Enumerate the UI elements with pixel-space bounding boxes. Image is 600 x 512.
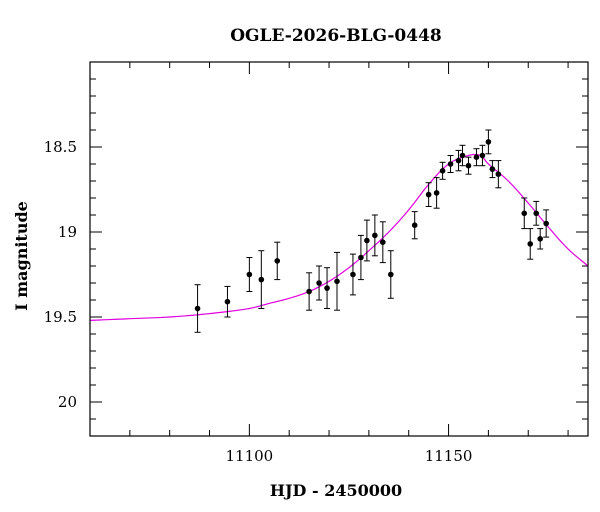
y-tick-label: 20 (58, 393, 77, 411)
data-point (465, 162, 472, 169)
data-point (316, 280, 322, 286)
x-axis-label: HJD - 2450000 (270, 481, 402, 500)
data-point (324, 285, 330, 291)
data-point (447, 161, 454, 167)
data-point (495, 171, 502, 177)
data-point (455, 157, 462, 164)
plot-frame (89, 61, 589, 437)
data-point (459, 152, 466, 159)
data-point (489, 166, 496, 172)
x-tick-label: 11150 (425, 447, 473, 465)
data-point (306, 288, 312, 295)
model-curve (90, 153, 588, 321)
data-point (364, 237, 370, 244)
data-point (274, 258, 281, 264)
y-tick-label: 19.5 (44, 308, 77, 326)
data-point (246, 271, 253, 278)
data-point (543, 220, 549, 227)
data-point (479, 152, 486, 159)
data-point (533, 210, 540, 217)
chart-title: OGLE-2026-BLG-0448 (230, 26, 442, 46)
y-axis-label: I magnitude (12, 201, 31, 311)
data-point (258, 276, 265, 283)
data-points (194, 139, 549, 312)
y-tick-label: 18.5 (44, 138, 77, 156)
data-point (433, 190, 440, 196)
data-point (387, 271, 394, 278)
error-bars (194, 129, 550, 333)
data-point (537, 236, 543, 242)
axis-tick-labels: 11100 11150 18.5 19 19.5 20 (44, 138, 473, 465)
data-point (485, 139, 492, 145)
data-point (358, 254, 364, 261)
data-point (334, 278, 340, 285)
data-point (521, 210, 528, 217)
data-point (350, 271, 356, 278)
data-point (224, 298, 231, 305)
x-tick-label: 11100 (226, 447, 274, 465)
y-tick-label: 19 (58, 223, 77, 241)
data-point (411, 222, 418, 228)
data-point (527, 241, 534, 247)
axis-ticks (89, 61, 588, 437)
data-point (380, 239, 386, 245)
data-point (425, 191, 432, 198)
data-point (439, 168, 446, 174)
data-point (194, 305, 201, 312)
data-point (473, 154, 480, 160)
data-point (372, 232, 378, 239)
